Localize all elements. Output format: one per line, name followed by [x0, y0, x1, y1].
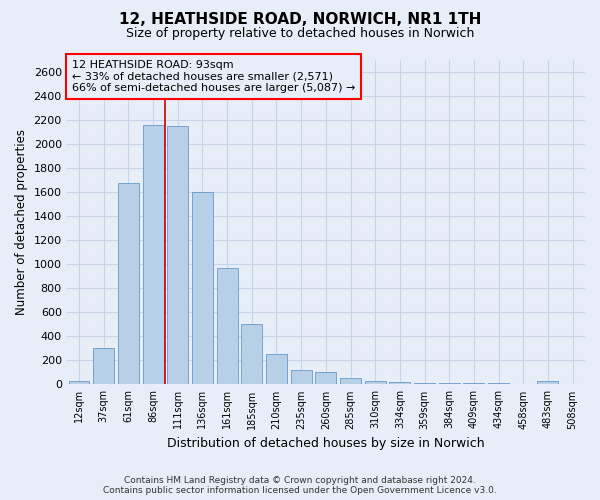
Bar [241, 324, 262, 384]
Text: Contains HM Land Registry data © Crown copyright and database right 2024.
Contai: Contains HM Land Registry data © Crown c… [103, 476, 497, 495]
Bar [192, 192, 213, 384]
Bar [389, 382, 410, 384]
Bar [340, 378, 361, 384]
Text: 12, HEATHSIDE ROAD, NORWICH, NR1 1TH: 12, HEATHSIDE ROAD, NORWICH, NR1 1TH [119, 12, 481, 28]
Bar [143, 125, 164, 384]
Text: Size of property relative to detached houses in Norwich: Size of property relative to detached ho… [126, 28, 474, 40]
Bar [93, 348, 114, 384]
Bar [118, 182, 139, 384]
Bar [538, 382, 559, 384]
Bar [290, 370, 311, 384]
X-axis label: Distribution of detached houses by size in Norwich: Distribution of detached houses by size … [167, 437, 485, 450]
Bar [488, 382, 509, 384]
Bar [167, 126, 188, 384]
Bar [365, 381, 386, 384]
Bar [266, 354, 287, 384]
Bar [414, 382, 435, 384]
Bar [439, 383, 460, 384]
Bar [217, 268, 238, 384]
Bar [68, 382, 89, 384]
Bar [316, 372, 337, 384]
Text: 12 HEATHSIDE ROAD: 93sqm
← 33% of detached houses are smaller (2,571)
66% of sem: 12 HEATHSIDE ROAD: 93sqm ← 33% of detach… [72, 60, 355, 93]
Y-axis label: Number of detached properties: Number of detached properties [15, 129, 28, 315]
